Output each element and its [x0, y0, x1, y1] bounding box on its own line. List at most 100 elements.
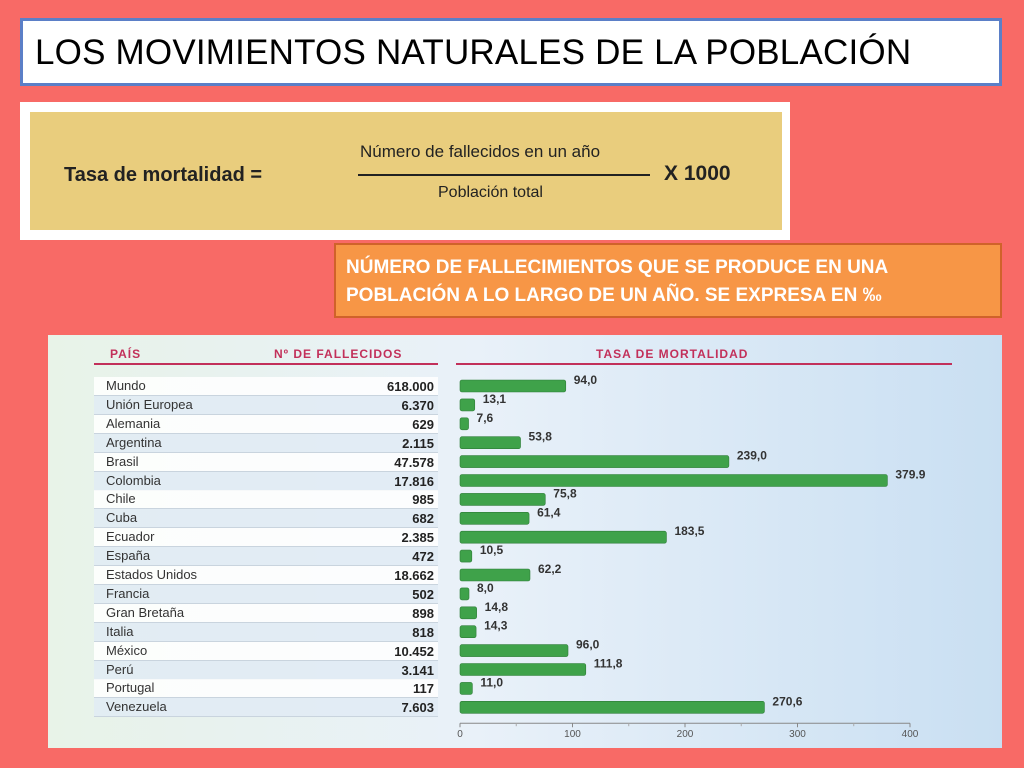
title-box: LOS MOVIMIENTOS NATURALES DE LA POBLACIÓ… [20, 18, 1002, 86]
bar-value-label: 13,1 [483, 392, 507, 406]
formula-panel: Tasa de mortalidad = Número de fallecido… [20, 102, 790, 240]
bar [459, 398, 476, 412]
bar [459, 549, 473, 563]
table-row [94, 528, 438, 548]
bar [459, 625, 477, 639]
country-name: Argentina [106, 434, 162, 450]
country-name: Brasil [106, 453, 139, 469]
x-tick-label: 100 [564, 729, 581, 740]
country-name: España [106, 548, 151, 564]
bar [459, 682, 473, 695]
table-row [94, 566, 438, 585]
bar [459, 379, 567, 393]
deaths-value: 47.578 [394, 454, 434, 470]
bar-value-label: 75,8 [553, 486, 577, 500]
mortality-bar-chart: 94,0 13,1 7,6 53,8 239,0 379.9 75,8 61,4 183,5 10… [457, 373, 926, 740]
fraction-line [358, 174, 650, 176]
bar-value-label: 7,6 [477, 411, 494, 425]
bar-value-label: 379.9 [895, 468, 925, 482]
country-name: Chile [106, 491, 136, 507]
bar [459, 474, 888, 487]
x-tick-label: 0 [457, 729, 463, 740]
deaths-value: 818 [412, 624, 434, 640]
bar [459, 530, 667, 544]
country-name: Gran Bretaña [106, 604, 185, 620]
bar-value-label: 61,4 [537, 505, 561, 519]
deaths-value: 472 [412, 549, 434, 565]
formula-background: Tasa de mortalidad = Número de fallecido… [30, 112, 782, 230]
country-name: Francia [106, 585, 150, 601]
formula-label: Tasa de mortalidad = [64, 164, 263, 186]
table-row [94, 641, 438, 661]
country-name: Portugal [106, 680, 155, 696]
table-row [94, 509, 438, 529]
bar [459, 663, 587, 676]
deaths-value: 3.141 [401, 662, 434, 678]
bar-value-label: 111,8 [594, 657, 623, 671]
x-tick-label: 200 [677, 729, 694, 740]
bar [459, 587, 470, 601]
mortality-table: PAÍS Nº DE FALLECIDOS TASA DE MORTALIDAD… [48, 335, 1002, 748]
header-country: PAÍS [110, 347, 142, 361]
table-row [94, 547, 438, 567]
bar [459, 417, 469, 431]
country-name: Mundo [106, 378, 146, 393]
table-row [94, 414, 438, 434]
deaths-value: 502 [412, 586, 434, 602]
table-row [94, 622, 438, 642]
formula-denominator: Población total [438, 184, 543, 201]
definition-box: NÚMERO DE FALLECIMIENTOS QUE SE PRODUCE … [334, 243, 1002, 318]
deaths-value: 2.385 [401, 530, 434, 546]
table-row [94, 584, 438, 604]
bar-value-label: 14,3 [484, 619, 508, 633]
formula-numerator: Número de fallecidos en un año [360, 142, 601, 161]
bar-value-label: 11,0 [480, 675, 503, 689]
table-row [94, 698, 438, 718]
table-row [94, 377, 438, 396]
country-name: México [106, 642, 148, 658]
header-rule-right [456, 363, 952, 365]
deaths-value: 2.115 [402, 435, 434, 451]
bar-value-label: 94,0 [574, 373, 598, 387]
deaths-value: 17.816 [394, 473, 434, 489]
deaths-value: 629 [412, 416, 434, 432]
bar-value-label: 14,8 [485, 600, 509, 614]
table-row [94, 603, 438, 623]
table-row [94, 490, 438, 510]
country-name: Cuba [106, 510, 138, 526]
deaths-value: 898 [412, 605, 434, 621]
bar-value-label: 239,0 [737, 449, 767, 463]
bar [459, 700, 765, 714]
deaths-value: 18.662 [394, 568, 434, 583]
bar [459, 436, 521, 449]
bar [459, 606, 477, 620]
bar-value-label: 8,0 [477, 581, 494, 595]
country-name: Alemania [106, 415, 161, 431]
country-name: Venezuela [106, 699, 167, 715]
bar-value-label: 183,5 [674, 524, 704, 538]
bar [459, 644, 569, 657]
country-name: Perú [106, 661, 134, 677]
bar-value-label: 270,6 [772, 694, 802, 708]
country-name: Colombia [106, 472, 161, 488]
bar [459, 512, 530, 525]
deaths-value: 10.452 [394, 643, 434, 659]
header-deaths: Nº DE FALLECIDOS [274, 347, 403, 361]
table-row [94, 471, 438, 491]
bar [459, 493, 546, 506]
deaths-value: 682 [412, 511, 434, 527]
bar-value-label: 62,2 [538, 562, 562, 576]
deaths-value: 618.000 [387, 379, 434, 394]
bar-value-label: 10,5 [480, 543, 504, 557]
table-row [94, 679, 438, 699]
country-name: Italia [106, 623, 134, 639]
bar [459, 568, 531, 582]
header-rule-left [94, 363, 438, 365]
deaths-value: 117 [413, 681, 434, 697]
x-tick-label: 400 [902, 729, 919, 740]
formula-multiplier: X 1000 [664, 162, 731, 185]
table-row [94, 660, 438, 680]
country-name: Estados Unidos [106, 567, 198, 582]
deaths-value: 6.370 [401, 397, 434, 413]
x-tick-label: 300 [789, 729, 806, 740]
